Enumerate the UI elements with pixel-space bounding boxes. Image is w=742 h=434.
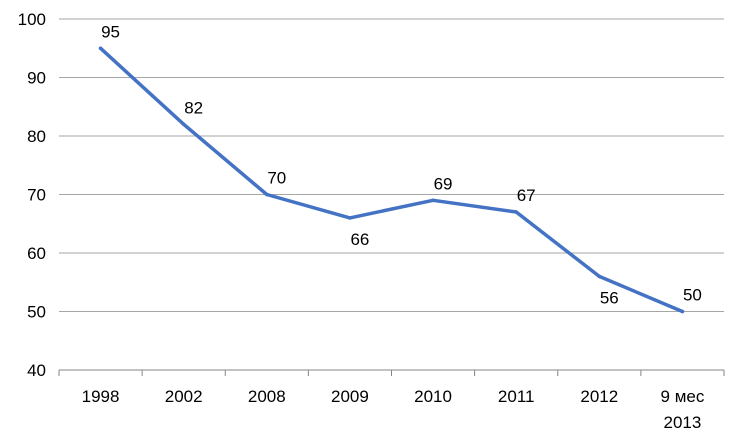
data-point [680, 309, 685, 314]
x-tick-label: 2009 [331, 387, 369, 406]
data-label: 67 [517, 186, 536, 205]
data-label: 70 [267, 169, 286, 188]
y-tick-label: 70 [27, 186, 46, 205]
x-tick-label: 9 мес 2013 [661, 387, 705, 432]
data-point [98, 46, 103, 51]
data-point [514, 210, 518, 214]
x-tick-label: 2011 [498, 387, 535, 406]
x-axis: 1998 2002 2008 2009 2010 2011 2012 9 мес 2013 [58, 369, 725, 432]
x-tick-label: 1998 [82, 387, 120, 406]
gridlines [59, 18, 724, 312]
x-tick-label: 2002 [165, 387, 203, 406]
y-tick-label: 40 [27, 361, 46, 380]
y-tick-label: 90 [27, 69, 46, 88]
data-label: 50 [683, 286, 702, 305]
series-line-group [98, 46, 685, 314]
x-tick-label: 2008 [248, 387, 286, 406]
y-tick-label: 100 [18, 10, 46, 29]
data-labels: 95 82 70 66 69 67 56 50 [101, 22, 702, 307]
data-label: 82 [184, 98, 203, 117]
y-tick-label: 50 [27, 303, 46, 322]
x-tick-label: 2010 [414, 387, 452, 406]
y-tick-label: 60 [27, 244, 46, 263]
data-label: 56 [600, 288, 619, 307]
y-axis-ticks: 40 50 60 70 80 90 100 [18, 10, 46, 380]
data-label: 95 [101, 22, 120, 41]
y-tick-label: 80 [27, 127, 46, 146]
series-line [98, 46, 685, 314]
data-point [348, 216, 352, 220]
data-label: 66 [350, 230, 369, 249]
data-point [265, 192, 269, 197]
data-point [431, 198, 435, 203]
data-label: 69 [434, 174, 453, 193]
x-tick-label: 2012 [580, 387, 618, 406]
data-point [597, 274, 602, 279]
data-point [181, 122, 186, 127]
